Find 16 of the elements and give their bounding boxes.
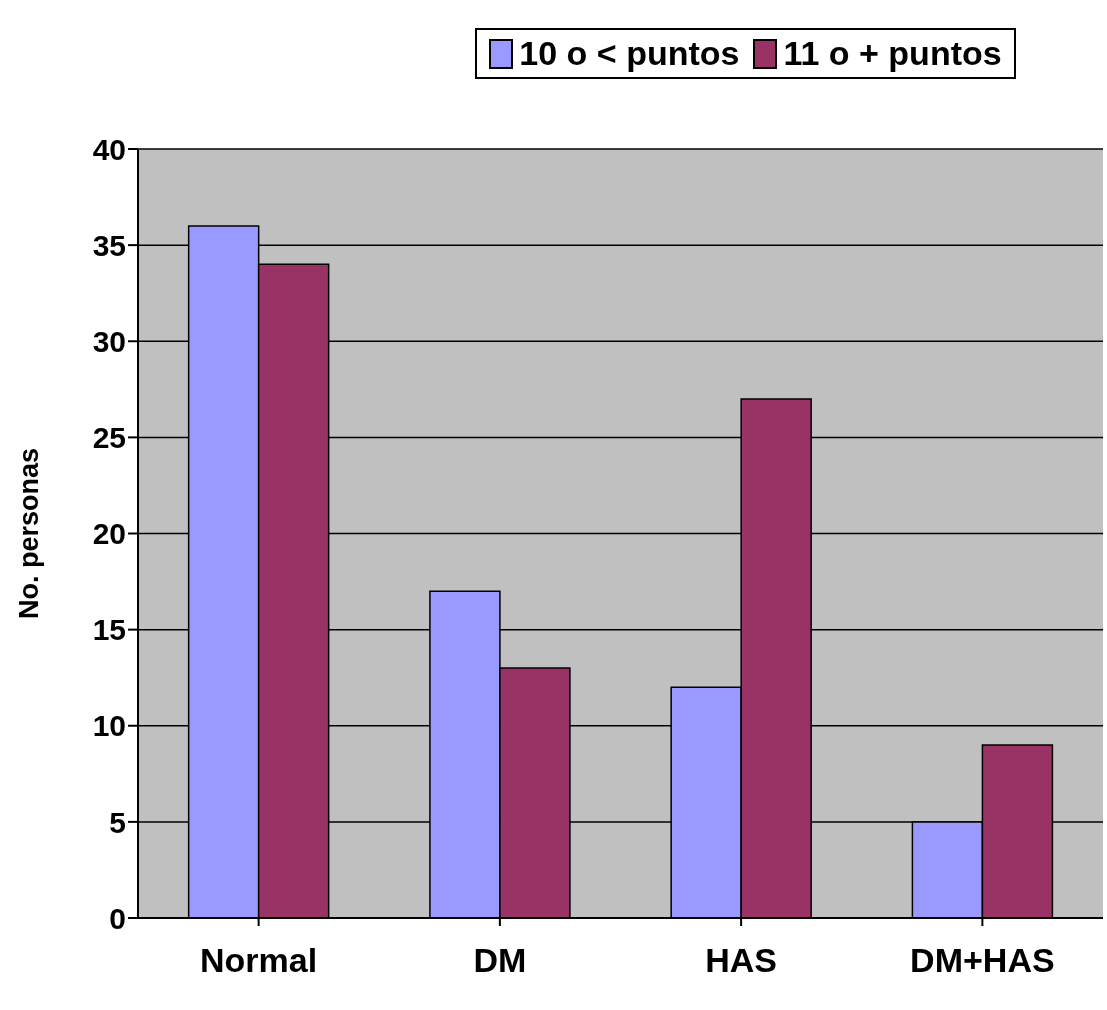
y-tick-label: 0 <box>109 901 126 935</box>
x-tick-label: Normal <box>200 941 318 980</box>
x-tick-label: DM+HAS <box>910 941 1055 980</box>
y-tick-label: 15 <box>92 613 126 647</box>
y-tick-label: 35 <box>92 228 126 262</box>
y-tick-label: 40 <box>92 132 126 166</box>
y-tick-label: 5 <box>109 805 126 839</box>
y-tick-label: 25 <box>92 421 126 455</box>
y-tick-label: 20 <box>92 517 126 551</box>
x-tick-label: HAS <box>705 941 778 980</box>
x-tick-label: DM <box>473 941 527 980</box>
y-tick-label: 30 <box>92 324 126 358</box>
legend-label: 11 o + puntos <box>782 34 1002 73</box>
y-tick-label: 10 <box>92 709 126 743</box>
y-axis-title: No. personas <box>13 447 44 620</box>
legend-label: 10 o < puntos <box>518 34 740 73</box>
